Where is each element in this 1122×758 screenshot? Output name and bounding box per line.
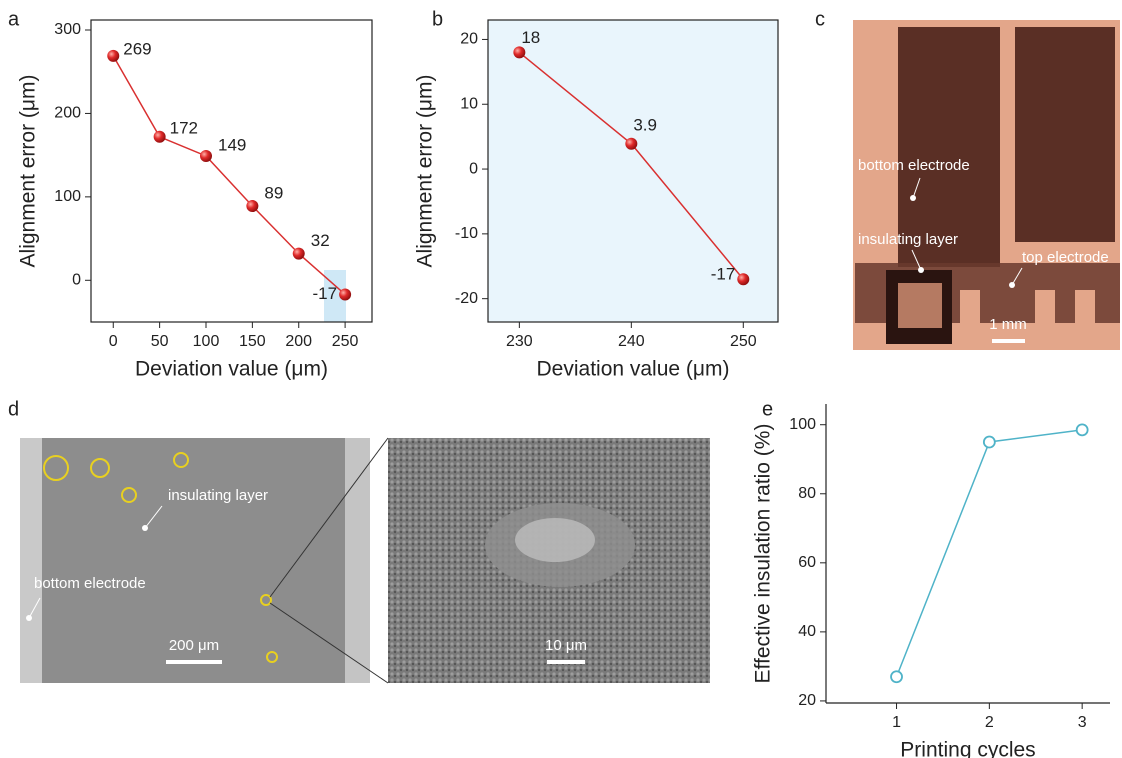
- x-axis-title: Printing cycles: [900, 739, 1035, 758]
- y-axis-title: Alignment error (μm): [414, 75, 437, 268]
- x-tick-label: 250: [332, 333, 359, 350]
- data-label: 89: [264, 184, 283, 203]
- x-tick-label: 150: [239, 333, 266, 350]
- y-tick-label: -20: [455, 290, 478, 307]
- y-tick-label: 80: [798, 485, 816, 502]
- data-point: [984, 436, 995, 447]
- page: {"chart_data": [ {"type": "line", "panel…: [0, 0, 1122, 758]
- data-label: -17: [313, 284, 338, 303]
- data-label: 172: [170, 118, 198, 137]
- data-label: 3.9: [633, 115, 657, 134]
- y-tick-label: 100: [54, 188, 81, 205]
- panel-label: a: [8, 8, 20, 30]
- y-tick-label: 20: [460, 31, 478, 48]
- data-point: [200, 150, 212, 162]
- y-tick-label: 300: [54, 21, 81, 38]
- data-label: 32: [311, 231, 330, 250]
- data-point: [737, 273, 749, 285]
- x-tick-label: 240: [618, 333, 645, 350]
- y-tick-label: 100: [789, 416, 816, 433]
- data-label: -17: [711, 265, 736, 284]
- panel-label: d: [8, 398, 19, 420]
- y-tick-label: 20: [798, 692, 816, 709]
- data-line: [897, 430, 1083, 677]
- scale-bar-label: 10 μm: [545, 637, 587, 654]
- data-point: [891, 671, 902, 682]
- x-tick-label: 0: [109, 333, 118, 350]
- x-tick-label: 230: [506, 333, 533, 350]
- data-point: [339, 288, 351, 300]
- annotation: top electrode: [1022, 249, 1109, 266]
- panel-label: c: [815, 8, 825, 30]
- data-point: [246, 200, 258, 212]
- x-axis-title: Deviation value (μm): [537, 358, 730, 381]
- scale-bar-label: 1 mm: [989, 316, 1027, 333]
- sem-image: [20, 438, 710, 683]
- x-tick-label: 250: [730, 333, 757, 350]
- y-tick-label: 200: [54, 105, 81, 122]
- data-point: [154, 131, 166, 143]
- x-tick-label: 200: [285, 333, 312, 350]
- figure: c bottom electrode insulating layer top …: [0, 0, 1122, 758]
- x-tick-label: 2: [985, 714, 994, 731]
- annotation: bottom electrode: [34, 575, 146, 592]
- data-line: [113, 56, 345, 295]
- optical-image: [853, 20, 1120, 350]
- annotation: insulating layer: [168, 487, 268, 504]
- data-point: [293, 248, 305, 260]
- y-axis-title: Effective insulation ratio (%): [752, 424, 775, 684]
- y-tick-label: 0: [469, 160, 478, 177]
- y-tick-label: 0: [72, 272, 81, 289]
- annotation: bottom electrode: [858, 157, 970, 174]
- y-tick-label: -10: [455, 225, 478, 242]
- data-label: 149: [218, 135, 246, 154]
- y-tick-label: 40: [798, 623, 816, 640]
- panel-label: b: [432, 8, 443, 30]
- panel-label: e: [762, 398, 773, 420]
- data-point: [107, 50, 119, 62]
- x-tick-label: 50: [151, 333, 169, 350]
- annotation: insulating layer: [858, 231, 958, 248]
- scale-bar-label: 200 μm: [169, 637, 219, 654]
- data-label: 18: [521, 28, 540, 47]
- data-point: [513, 46, 525, 58]
- y-tick-label: 10: [460, 95, 478, 112]
- y-tick-label: 60: [798, 554, 816, 571]
- data-label: 269: [123, 39, 151, 58]
- x-tick-label: 3: [1078, 714, 1087, 731]
- x-tick-label: 100: [193, 333, 220, 350]
- x-tick-label: 1: [892, 714, 901, 731]
- x-axis-title: Deviation value (μm): [135, 358, 328, 381]
- data-point: [1077, 424, 1088, 435]
- data-point: [625, 138, 637, 150]
- y-axis-title: Alignment error (μm): [17, 75, 40, 268]
